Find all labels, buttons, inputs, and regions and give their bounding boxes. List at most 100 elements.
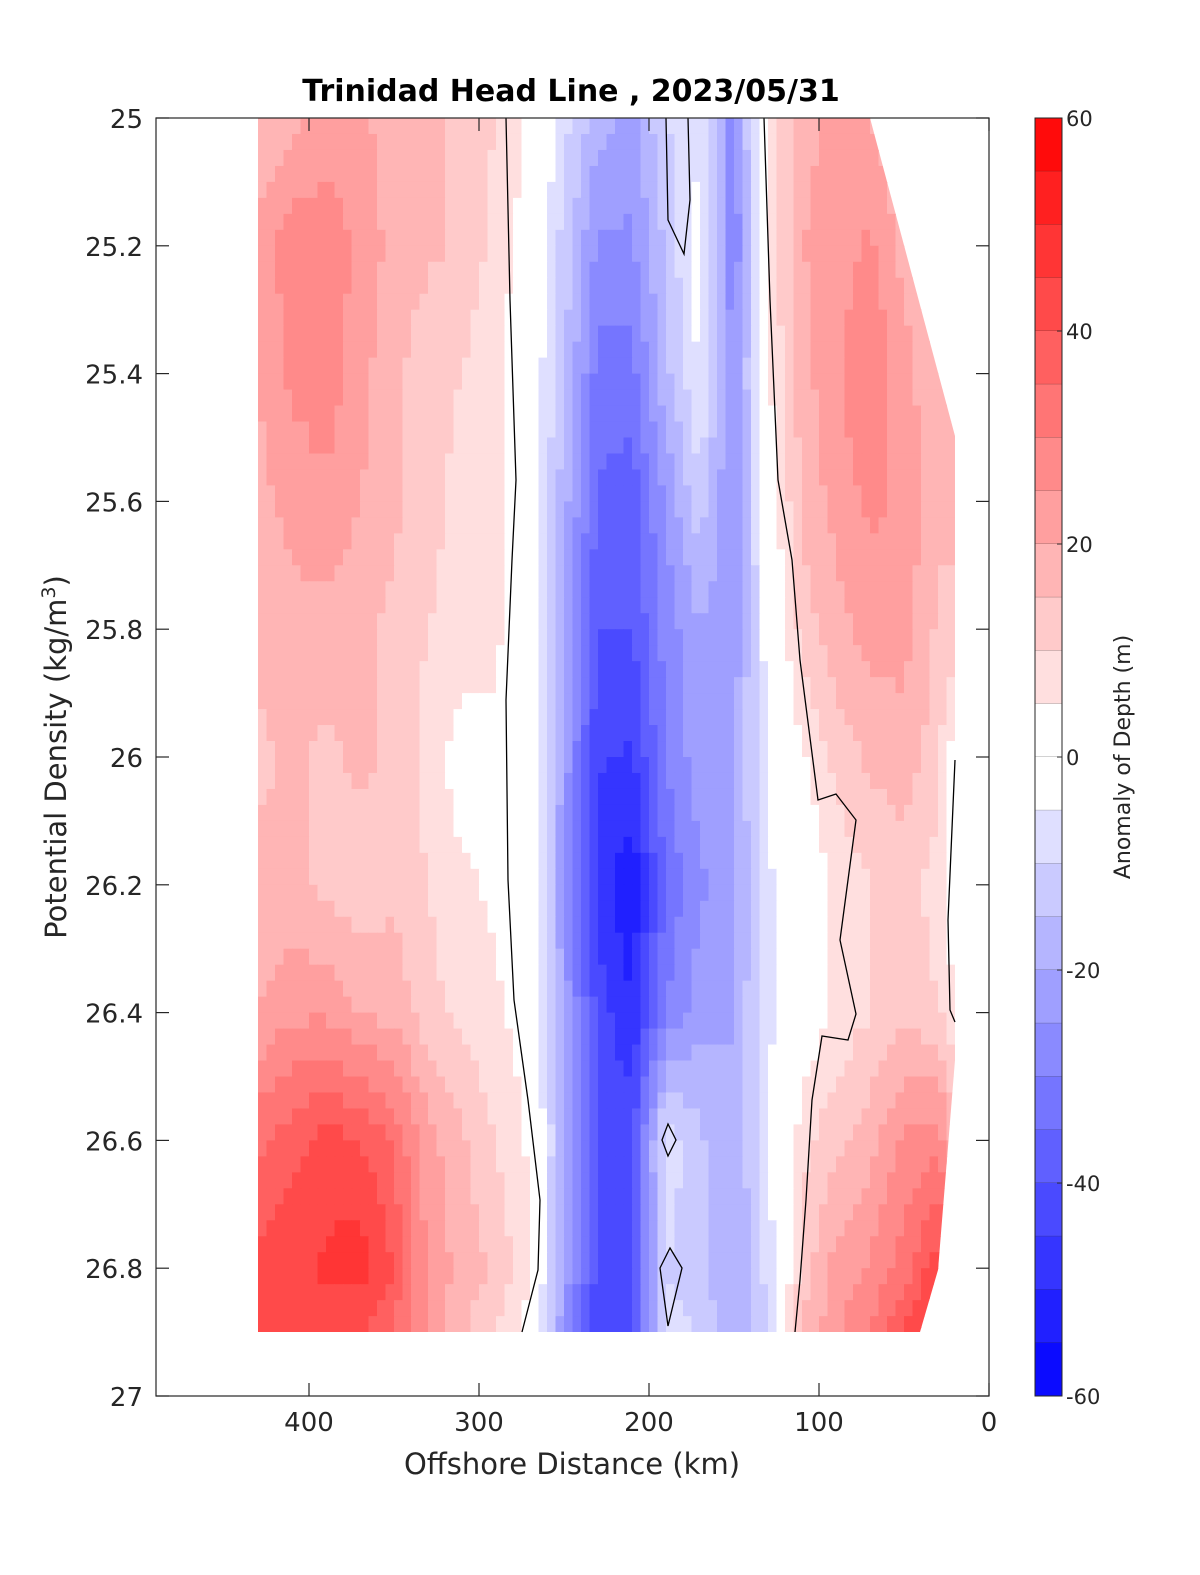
contour-cell — [742, 261, 752, 279]
contour-cell — [819, 613, 829, 630]
contour-cell — [530, 836, 540, 854]
contour-cell — [640, 277, 650, 295]
contour-cell — [683, 565, 693, 582]
contour-cell — [538, 645, 548, 662]
contour-cell — [368, 325, 378, 343]
contour-cell — [368, 229, 378, 247]
contour-cell — [419, 916, 429, 934]
contour-cell — [317, 788, 327, 806]
contour-cell — [581, 996, 591, 1014]
contour-cell — [734, 1060, 744, 1078]
contour-cell — [683, 725, 693, 742]
contour-cell — [615, 868, 625, 886]
contour-cell — [785, 884, 795, 902]
contour-cell — [853, 725, 863, 742]
contour-cell — [810, 165, 820, 183]
contour-cell — [496, 149, 506, 167]
contour-cell — [351, 437, 361, 455]
contour-cell — [912, 820, 922, 838]
contour-cell — [878, 1028, 888, 1046]
contour-cell — [283, 884, 293, 902]
contour-cell — [377, 357, 387, 375]
contour-cell — [538, 1076, 548, 1094]
contour-cell — [275, 453, 285, 471]
contour-cell — [292, 149, 302, 167]
contour-cell — [666, 836, 676, 854]
contour-cell — [547, 293, 557, 311]
contour-cell — [411, 980, 421, 998]
contour-cell — [343, 932, 353, 950]
contour-cell — [394, 373, 404, 391]
contour-cell — [581, 549, 591, 566]
contour-cell — [904, 868, 914, 886]
contour-cell — [666, 485, 676, 502]
contour-cell — [572, 341, 582, 359]
contour-cell — [368, 277, 378, 295]
contour-cell — [615, 421, 625, 439]
contour-cell — [725, 597, 735, 614]
contour-cell — [445, 852, 455, 870]
contour-cell — [751, 996, 761, 1014]
contour-cell — [929, 645, 939, 662]
contour-cell — [504, 213, 514, 231]
contour-cell — [300, 820, 310, 838]
contour-cell — [810, 1028, 820, 1046]
contour-cell — [742, 118, 752, 135]
contour-cell — [368, 453, 378, 471]
contour-cell — [640, 900, 650, 918]
contour-cell — [751, 277, 761, 295]
contour-cell — [402, 932, 412, 950]
contour-cell — [887, 693, 897, 710]
contour-cell — [853, 261, 863, 279]
contour-cell — [802, 485, 812, 502]
contour-cell — [487, 213, 497, 231]
contour-cell — [785, 309, 795, 327]
contour-cell — [785, 1012, 795, 1030]
contour-cell — [700, 501, 710, 518]
contour-cell — [479, 197, 489, 215]
contour-cell — [530, 261, 540, 279]
contour-cell — [547, 868, 557, 886]
contour-cell — [334, 884, 344, 902]
contour-cell — [453, 517, 463, 534]
contour-cell — [861, 421, 871, 439]
contour-cell — [521, 757, 531, 774]
contour-cell — [479, 948, 489, 966]
contour-cell — [428, 245, 438, 263]
contour-cell — [309, 581, 319, 598]
contour-cell — [887, 709, 897, 726]
contour-cell — [615, 437, 625, 455]
contour-cell — [572, 916, 582, 934]
contour-cell — [309, 453, 319, 471]
contour-cell — [674, 820, 684, 838]
contour-cell — [428, 581, 438, 598]
contour-cell — [521, 421, 531, 439]
contour-cell — [802, 149, 812, 167]
contour-cell — [445, 900, 455, 918]
contour-cell — [487, 549, 497, 566]
contour-cell — [819, 1076, 829, 1094]
contour-cell — [326, 868, 336, 886]
contour-cell — [615, 118, 625, 135]
contour-cell — [751, 741, 761, 758]
contour-cell — [666, 725, 676, 742]
contour-cell — [674, 1044, 684, 1062]
contour-cell — [836, 996, 846, 1014]
contour-cell — [878, 581, 888, 598]
contour-cell — [666, 277, 676, 295]
contour-cell — [708, 277, 718, 295]
contour-cell — [547, 197, 557, 215]
contour-cell — [487, 261, 497, 279]
contour-cell — [445, 964, 455, 982]
contour-cell — [623, 581, 633, 598]
contour-cell — [343, 549, 353, 566]
contour-cell — [292, 916, 302, 934]
contour-cell — [343, 772, 353, 790]
contour-cell — [734, 389, 744, 407]
contour-cell — [640, 884, 650, 902]
contour-cell — [861, 261, 871, 279]
contour-cell — [436, 884, 446, 902]
contour-cell — [836, 373, 846, 391]
contour-cell — [275, 645, 285, 662]
contour-cell — [351, 948, 361, 966]
